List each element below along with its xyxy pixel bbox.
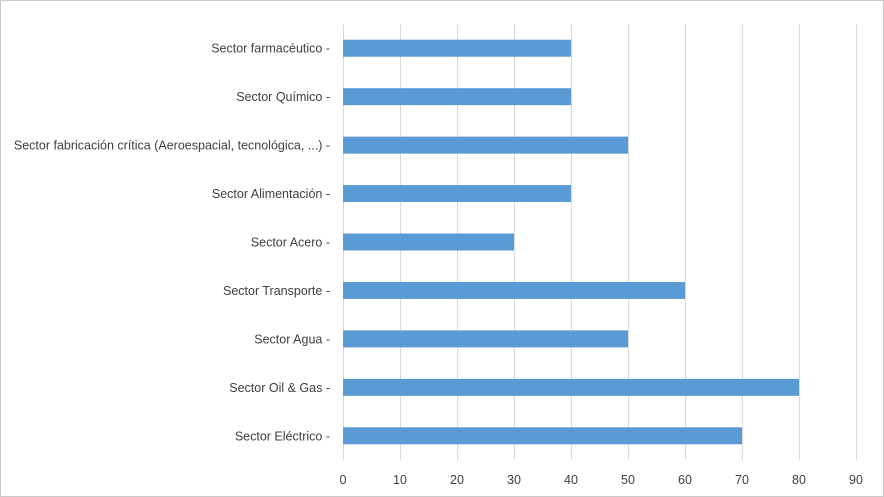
x-tick-label: 0 — [340, 473, 347, 487]
category-label: Sector fabricación crítica (Aeroespacial… — [14, 139, 330, 153]
category-label: Sector Eléctrico - — [235, 429, 330, 443]
x-tick-label: 80 — [792, 473, 806, 487]
x-tick-label: 60 — [678, 473, 692, 487]
x-tick-label: 20 — [450, 473, 464, 487]
x-tick-label: 40 — [564, 473, 578, 487]
bars — [343, 39, 799, 445]
bar — [343, 427, 742, 445]
bar — [343, 378, 799, 396]
category-label: Sector farmacéutico - — [211, 42, 330, 56]
x-axis-tick-labels: 0 10 20 30 40 50 60 70 80 90 — [340, 473, 863, 487]
bar — [343, 88, 571, 106]
x-tick-label: 70 — [735, 473, 749, 487]
category-label: Sector Transporte - — [223, 284, 330, 298]
bar — [343, 330, 628, 348]
category-labels: Sector farmacéutico - Sector Químico - Sec… — [14, 42, 330, 444]
bar — [343, 185, 571, 203]
bar — [343, 281, 685, 299]
bar — [343, 39, 571, 57]
category-label: Sector Químico - — [236, 90, 330, 104]
category-label: Sector Agua - — [254, 332, 330, 346]
bar — [343, 136, 628, 154]
x-tick-label: 10 — [393, 473, 407, 487]
category-label: Sector Oil & Gas - — [229, 381, 330, 395]
x-tick-label: 50 — [621, 473, 635, 487]
x-tick-label: 90 — [849, 473, 863, 487]
x-tick-label: 30 — [507, 473, 521, 487]
category-label: Sector Acero - — [251, 236, 330, 250]
bar — [343, 233, 514, 251]
category-label: Sector Alimentación - — [212, 187, 330, 201]
